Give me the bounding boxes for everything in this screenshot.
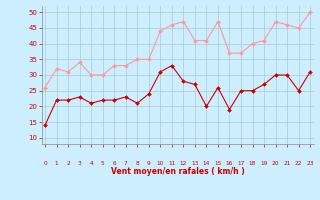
X-axis label: Vent moyen/en rafales ( km/h ): Vent moyen/en rafales ( km/h ) [111,167,244,176]
